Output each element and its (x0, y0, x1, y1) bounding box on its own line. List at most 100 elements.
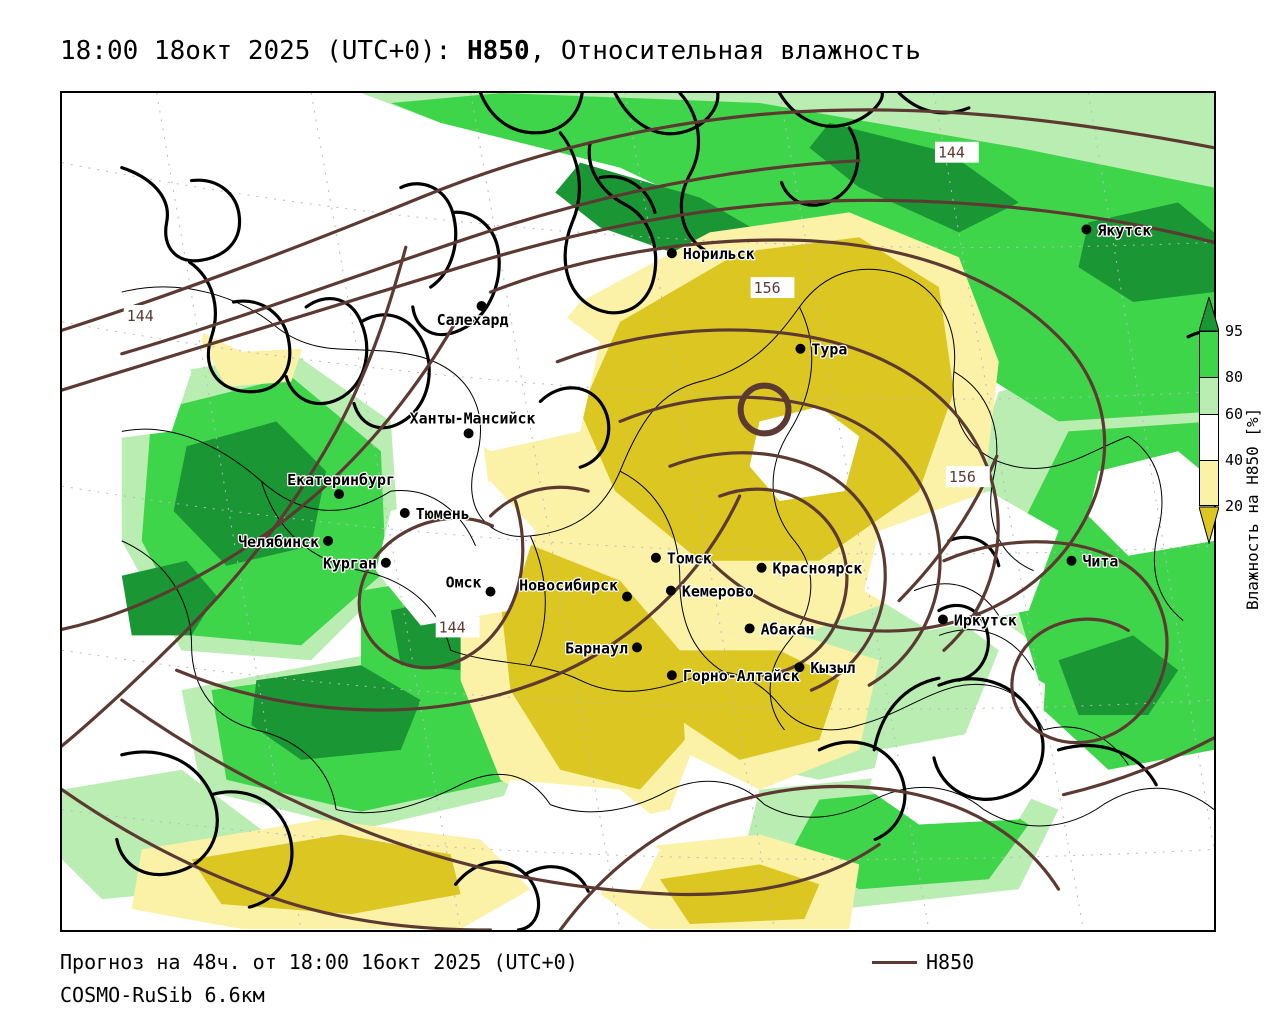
city-marker-salekhard[interactable]: Салехард (435, 301, 510, 330)
h850-contour (120, 159, 861, 356)
fill-below-20 (500, 540, 685, 790)
colorbar-tick-95: 95 (1225, 322, 1244, 340)
fill-40-60 (121, 182, 531, 352)
h850-contour-layer (62, 108, 1214, 930)
forecast-info-line: Прогноз на 48ч. от 18:00 16окт 2025 (UTC… (60, 950, 578, 974)
city-label: Барнаул (565, 639, 628, 657)
city-marker-omsk[interactable]: Омск (444, 572, 496, 597)
admin-borders-layer (121, 268, 1214, 827)
fill-40-60 (430, 292, 601, 452)
city-marker-kyzyl[interactable]: Кызыл (794, 658, 857, 678)
contour-label-text: 144 (439, 618, 466, 636)
h850-contour (120, 698, 672, 896)
city-label: Омск (446, 574, 482, 592)
h850-contour (942, 540, 1160, 605)
humidity-colorbar (1199, 331, 1219, 514)
fill-40-60 (375, 481, 536, 626)
h850-contour (593, 494, 742, 657)
fill-above-95 (173, 421, 327, 566)
city-label: Иркутск (954, 611, 1017, 629)
h850-contour (62, 198, 1214, 392)
city-marker-chita[interactable]: Чита (1066, 552, 1120, 572)
city-label: Кызыл (810, 659, 855, 677)
city-marker-kurgan[interactable]: Курган (322, 554, 391, 574)
city-marker-tura[interactable]: Тура (795, 340, 849, 360)
city-marker-barnaul[interactable]: Барнаул (564, 638, 642, 659)
h850-legend-label: H850 (926, 950, 975, 974)
contour-label: 144 (934, 141, 979, 163)
fill-above-95 (251, 665, 421, 760)
h850-contour (488, 238, 1107, 633)
city-marker-irkutsk[interactable]: Иркутск (937, 610, 1018, 631)
weather-map[interactable]: 144 144 144 156 (60, 91, 1216, 932)
city-label: Тура (811, 341, 847, 359)
colorbar-segment-60-80 (1199, 377, 1219, 414)
h850-contour (1025, 600, 1169, 745)
city-label: Новосибирск (519, 577, 618, 595)
page-title: 18:00 18окт 2025 (UTC+0): H850, Относите… (60, 36, 921, 66)
colorbar-tick-60: 60 (1225, 405, 1244, 423)
fill-below-20 (679, 650, 840, 760)
city-label: Ханты-Мансийск (410, 409, 536, 427)
contour-label: 156 (750, 277, 795, 299)
title-variable: , Относительная влажность (529, 36, 921, 66)
title-datetime: 18:00 18окт 2025 (UTC+0): (60, 36, 467, 66)
city-marker-tyumen[interactable]: Тюмень (399, 504, 471, 524)
h850-contour (618, 395, 942, 687)
city-label: Екатеринбург (287, 471, 395, 489)
contour-label: 144 (435, 616, 480, 638)
city-marker-abakan[interactable]: Абакан (744, 619, 816, 640)
humidity-fill-layer (62, 93, 1214, 930)
city-label: Челябинск (238, 533, 319, 551)
city-label: Томск (667, 550, 712, 568)
h850-contour-center (737, 382, 792, 437)
contour-label: 144 (123, 304, 168, 326)
city-marker-yekaterinburg[interactable]: Екатеринбург (286, 470, 396, 500)
city-label: Красноярск (773, 560, 863, 578)
contour-label-text: 144 (127, 307, 154, 325)
contour-label-text: 144 (938, 144, 965, 162)
city-label: Норильск (683, 245, 755, 263)
contour-label-text: 156 (754, 279, 781, 297)
h850-contour (718, 487, 849, 677)
city-marker-khanty-mansiysk[interactable]: Ханты-Мансийск (408, 408, 537, 439)
city-marker-chelyabinsk[interactable]: Челябинск (237, 532, 334, 552)
h850-contour (668, 451, 887, 692)
fill-40-60 (864, 491, 1059, 631)
colorbar-tick-80: 80 (1225, 368, 1244, 386)
fill-40-60 (520, 824, 660, 895)
h850-contour (62, 788, 493, 930)
fill-above-95 (1078, 202, 1214, 303)
map-legend: H850 (872, 950, 974, 974)
h850-contour (62, 320, 458, 631)
colorbar-axis-title: Влажность на H850 [%] (1243, 407, 1262, 610)
city-label: Чита (1082, 553, 1118, 571)
city-marker-norilsk[interactable]: Норильск (666, 244, 756, 264)
city-marker-yakutsk[interactable]: Якутск (1081, 220, 1153, 241)
contour-label-text: 156 (949, 468, 976, 486)
city-marker-tomsk[interactable]: Томск (650, 549, 713, 569)
city-label: Курган (323, 555, 377, 573)
city-marker-novosibirsk[interactable]: Новосибирск (518, 575, 633, 602)
fill-40-60 (62, 321, 192, 442)
city-label: Кемерово (682, 583, 754, 601)
h850-contour (175, 653, 597, 712)
colorbar-arrow-max (1199, 297, 1219, 332)
coastline-layer (115, 93, 1214, 930)
contour-label-layer: 144 144 144 156 (123, 141, 990, 638)
title-field: H850 (467, 36, 530, 66)
h850-contour (357, 499, 525, 670)
h850-contour (668, 842, 881, 897)
city-marker-gorno-altaysk[interactable]: Горно-Алтайск (666, 666, 801, 686)
colorbar-segment-80-95 (1199, 331, 1219, 377)
city-label: Горно-Алтайск (683, 667, 800, 685)
city-marker-kemerovo[interactable]: Кемерово (665, 581, 755, 602)
h850-contour (1061, 736, 1214, 797)
colorbar-tick-20: 20 (1225, 497, 1244, 515)
city-layer: Норильск Салехард Тура Якутск (237, 220, 1153, 686)
colorbar-segment-40-60 (1199, 414, 1219, 460)
h850-contour (558, 784, 891, 930)
h850-contour (555, 328, 1000, 652)
city-label: Якутск (1097, 221, 1151, 239)
city-marker-krasnoyarsk[interactable]: Красноярск (756, 559, 864, 579)
